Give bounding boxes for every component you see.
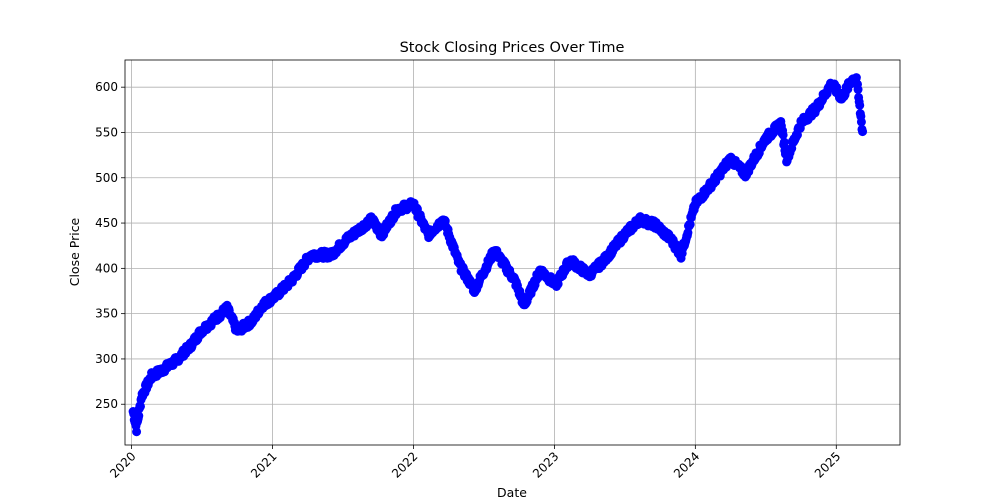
x-tick-label: 2022 — [389, 449, 420, 480]
x-tick-label: 2020 — [107, 449, 138, 480]
price-point — [853, 85, 863, 95]
price-point — [855, 100, 865, 110]
y-tick-label: 250 — [95, 397, 118, 411]
x-tick-label: 2023 — [530, 449, 561, 480]
grid — [125, 60, 900, 445]
y-tick-label: 300 — [95, 352, 118, 366]
price-point — [851, 73, 861, 83]
y-tick-label: 450 — [95, 216, 118, 230]
price-point — [778, 130, 788, 140]
chart-title: Stock Closing Prices Over Time — [400, 40, 625, 56]
price-point — [856, 117, 866, 127]
x-tick-label: 2025 — [812, 449, 843, 480]
price-point — [132, 427, 142, 437]
y-tick-label: 600 — [95, 80, 118, 94]
y-axis-label: Close Price — [67, 217, 82, 286]
y-tick-label: 550 — [95, 125, 118, 139]
price-point — [858, 127, 868, 137]
x-tick-label: 2021 — [248, 449, 279, 480]
y-tick-label: 350 — [95, 307, 118, 321]
x-tick-label: 2024 — [671, 449, 702, 480]
price-point — [685, 219, 695, 229]
price-series — [128, 73, 868, 437]
price-point — [134, 411, 144, 421]
price-point — [779, 137, 789, 147]
price-point — [135, 401, 145, 411]
y-tick-label: 500 — [95, 171, 118, 185]
axes-frame — [124, 59, 901, 446]
x-axis-label: Date — [497, 485, 527, 500]
y-tick-label: 400 — [95, 261, 118, 275]
